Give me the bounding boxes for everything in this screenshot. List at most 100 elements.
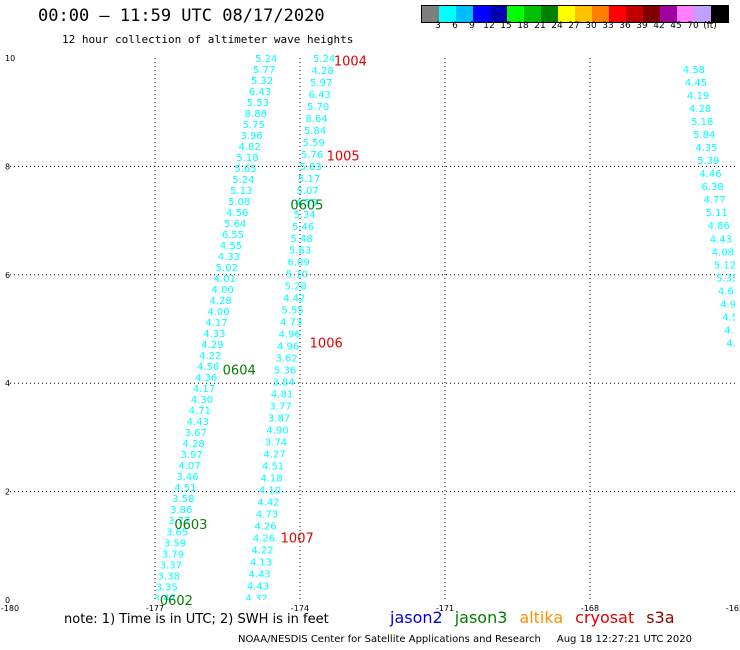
wave-height-label: 3.59: [164, 538, 186, 549]
wave-height-label: 5.02: [216, 263, 238, 274]
color-scale-label: 36: [619, 21, 631, 31]
wave-height-label: 3.46: [176, 472, 198, 483]
wave-height-label: 6.09: [287, 258, 309, 269]
wave-height-label: 4.68: [718, 286, 740, 297]
color-scale-label: 27: [568, 21, 580, 31]
wave-height-label: 4.55: [220, 241, 242, 252]
chart-subtitle: 12 hour collection of altimeter wave hei…: [62, 33, 354, 46]
color-scale-labels: 3 6 9 12 15 18 21 24 27 30 33 36 39 42 45 70 (ft): [421, 21, 740, 33]
wave-height-label: 5.63: [289, 246, 311, 257]
wave-height-label: 5.83: [300, 162, 322, 173]
wave-height-label: 3.86: [170, 505, 192, 516]
y-tick-label: 8: [5, 162, 10, 171]
wave-height-label: 5.28: [284, 282, 306, 293]
wave-height-label: 5.32: [251, 76, 273, 87]
wave-height-label: 4.45: [685, 78, 707, 89]
wave-height-label: 4.35: [695, 143, 717, 154]
satellite-label: cryosat: [575, 608, 635, 627]
color-swatch: [541, 6, 558, 22]
wave-height-label: 3.65: [166, 527, 188, 538]
satellite-label: jason3: [454, 608, 508, 627]
satellite-legend: jason2 jason3 altika cryosat s3a: [390, 608, 687, 627]
color-scale-label: 6: [452, 21, 458, 31]
color-swatch: [439, 6, 456, 22]
wave-height-label: 5.48: [290, 234, 312, 245]
wave-height-label: 4.22: [199, 351, 221, 362]
wave-height-label: 4.29: [201, 340, 223, 351]
color-scale-label: 24: [551, 21, 563, 31]
wave-height-label: 4.22: [251, 545, 273, 556]
wave-height-label: 5.76: [301, 150, 323, 161]
color-scale-label: 18: [517, 21, 529, 31]
color-swatch: [507, 6, 524, 22]
wave-height-label: 4.43: [710, 234, 732, 245]
color-scale-label: 42: [653, 21, 665, 31]
generated-timestamp: Aug 18 12:27:21 UTC 2020: [556, 634, 693, 645]
wave-height-label: 5.84: [693, 130, 715, 141]
wave-height-label: 4.56: [197, 362, 219, 373]
wave-height-label: 5.12: [714, 260, 736, 271]
wave-height-label: 4.73: [280, 318, 302, 329]
pass-time-label: 0605: [290, 198, 323, 213]
wave-height-label: 6.43: [309, 90, 331, 101]
color-scale-label: 70: [687, 21, 699, 31]
wave-height-label: 4.30: [191, 395, 213, 406]
wave-height-label: 8.88: [245, 109, 267, 120]
color-scale-label: 45: [670, 21, 682, 31]
color-scale-label: 33: [602, 21, 614, 31]
color-scale-label: 15: [500, 21, 512, 31]
wave-height-label: 3.37: [160, 560, 182, 571]
wave-height-label: 4.19: [687, 91, 709, 102]
pass-time-label: 0604: [223, 364, 256, 379]
color-swatch: [660, 6, 677, 22]
wave-height-label: 5.07: [296, 186, 318, 197]
wave-height-label: 5.70: [307, 102, 329, 113]
wave-height-label: 3.67: [185, 428, 207, 439]
wave-height-label: 4.55: [295, 198, 317, 209]
wave-height-label: 4.73: [256, 509, 278, 520]
wave-height-label: 4.36: [195, 373, 217, 384]
wave-height-label: 5.24: [255, 54, 277, 65]
color-swatch: [592, 6, 609, 22]
wave-height-label: 4.96: [278, 330, 300, 341]
wave-height-label: 4.96: [277, 342, 299, 353]
wave-height-label: 5.55: [281, 306, 303, 317]
color-swatch: [609, 6, 626, 22]
wave-height-label: 4.00: [207, 307, 229, 318]
wave-height-label: 4.33: [203, 329, 225, 340]
wave-height-label: 4.77: [703, 195, 725, 206]
wave-height-label: 5.64: [224, 219, 246, 230]
wave-height-label: 3.58: [172, 494, 194, 505]
wave-height-label: 5.65: [234, 164, 256, 175]
wave-height-label: 5.59: [303, 138, 325, 149]
credit-text: NOAA/NESDIS Center for Satellite Applica…: [238, 634, 541, 645]
wave-height-label: 4.55: [722, 312, 740, 323]
wave-height-label: 3.38: [158, 571, 180, 582]
wave-height-label: 4.26: [254, 521, 276, 532]
wave-height-label: 4.46: [699, 169, 721, 180]
wave-height-label: 4.28: [689, 104, 711, 115]
pass-time-label: 0602: [160, 594, 193, 609]
wave-height-label: 4.27: [263, 449, 285, 460]
wave-height-label: 4.28: [209, 296, 231, 307]
wave-height-label: 3.62: [275, 354, 297, 365]
pass-time-label: 1006: [310, 337, 343, 352]
wave-height-label: 8.64: [306, 114, 328, 125]
wave-height-label: 5.17: [298, 174, 320, 185]
footer-note: note: 1) Time is in UTC; 2) SWH is in fe…: [64, 612, 329, 627]
wave-height-label: 4.99: [720, 299, 740, 310]
wave-height-label: 4.07: [178, 461, 200, 472]
chart-title: 00:00 – 11:59 UTC 08/17/2020: [38, 6, 325, 26]
wave-height-label: 4.28: [183, 439, 205, 450]
x-tick-label: -177: [146, 604, 164, 613]
credit-line: NOAA/NESDIS Center for Satellite Applica…: [238, 634, 692, 645]
y-tick-label: 10: [5, 54, 15, 63]
x-tick-label: -180: [1, 604, 19, 613]
wave-height-label: 3.35: [156, 582, 178, 593]
satellite-label: s3a: [646, 608, 675, 627]
wave-height-label: 4.56: [226, 208, 248, 219]
wave-height-label: 4.32: [245, 593, 267, 604]
wave-height-label: 4.13: [250, 557, 272, 568]
color-scale-bar: [421, 5, 729, 23]
wave-height-label: 3.79: [162, 549, 184, 560]
